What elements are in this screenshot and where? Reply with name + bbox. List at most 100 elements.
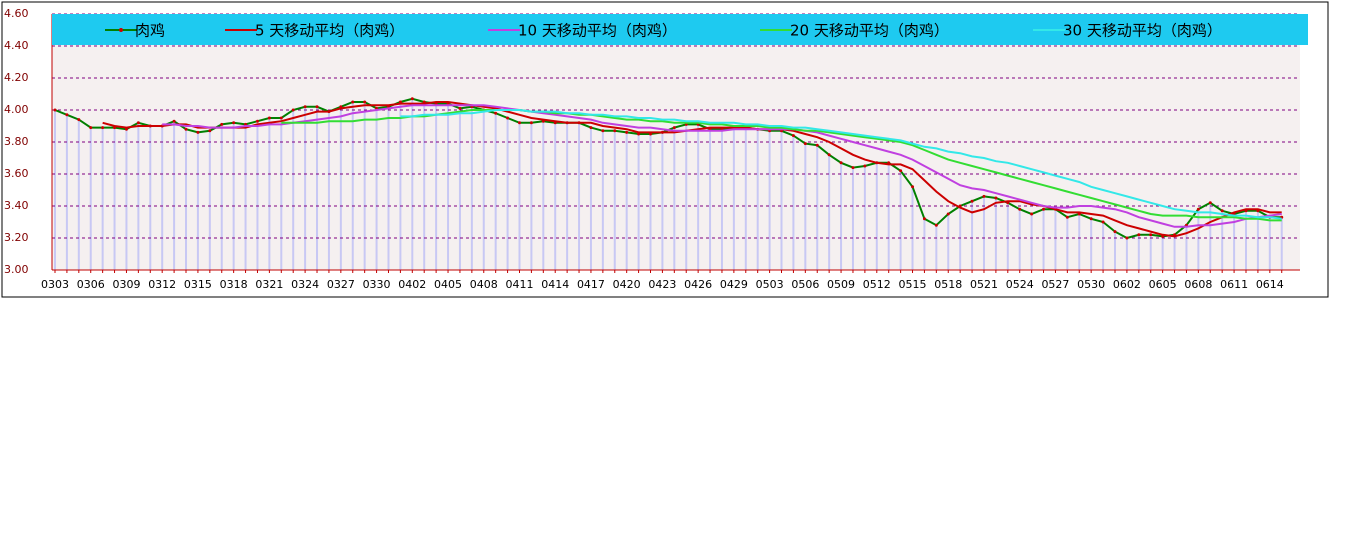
drop-bar (1125, 238, 1128, 270)
point-marker (946, 212, 950, 216)
point-marker (589, 126, 593, 130)
x-tick-label: 0530 (1077, 278, 1105, 291)
y-tick-label: 3.60 (4, 167, 29, 180)
point-marker (1089, 217, 1093, 221)
drop-bar (506, 118, 509, 270)
point-marker (827, 153, 831, 157)
drop-bar (971, 201, 974, 270)
drop-bar (1268, 217, 1271, 270)
drop-bar (578, 122, 581, 270)
drop-bar (851, 167, 854, 270)
point-marker (863, 164, 867, 168)
point-marker (291, 108, 295, 112)
point-marker (899, 169, 903, 173)
point-marker (172, 119, 176, 123)
drop-bar (220, 124, 223, 271)
point-marker (815, 143, 819, 147)
x-tick-label: 0414 (541, 278, 569, 291)
legend-bar (52, 14, 1308, 45)
drop-bar (1078, 214, 1081, 270)
drop-bar (268, 118, 271, 270)
x-tick-label: 0303 (41, 278, 69, 291)
y-tick-label: 4.40 (4, 39, 29, 52)
drop-bar (339, 106, 342, 270)
drop-bar (89, 127, 92, 270)
drop-bar (113, 127, 116, 270)
point-marker (77, 118, 81, 122)
point-marker (101, 126, 105, 130)
drop-bar (1185, 225, 1188, 270)
x-tick-label: 0509 (827, 278, 855, 291)
drop-bar (530, 122, 533, 270)
x-tick-label: 0324 (291, 278, 319, 291)
point-marker (458, 106, 462, 110)
drop-bar (637, 134, 640, 270)
point-marker (351, 100, 355, 104)
drop-bar (542, 121, 545, 270)
drop-bar (780, 130, 783, 270)
drop-bar (804, 143, 807, 270)
x-tick-label: 0611 (1220, 278, 1248, 291)
drop-bar (697, 124, 700, 271)
x-tick-label: 0429 (720, 278, 748, 291)
drop-bar (625, 132, 628, 270)
drop-bar (1161, 236, 1164, 270)
x-tick-label: 0306 (77, 278, 105, 291)
point-marker (196, 130, 200, 134)
x-tick-label: 0402 (398, 278, 426, 291)
point-marker (494, 111, 498, 115)
point-marker (934, 223, 938, 227)
point-marker (1018, 207, 1022, 211)
x-tick-label: 0318 (220, 278, 248, 291)
point-marker (529, 121, 533, 125)
point-marker (911, 185, 915, 189)
drop-bar (137, 122, 140, 270)
drop-bar (875, 162, 878, 270)
drop-bar (1102, 222, 1105, 270)
drop-bar (685, 124, 688, 271)
point-marker (267, 116, 271, 120)
drop-bar (304, 106, 307, 270)
drop-bar (840, 162, 843, 270)
legend-marker (119, 28, 123, 32)
x-tick-label: 0330 (363, 278, 391, 291)
drop-bar (994, 198, 997, 270)
x-tick-label: 0512 (863, 278, 891, 291)
x-tick-label: 0423 (648, 278, 676, 291)
drop-bar (982, 196, 985, 270)
point-marker (232, 121, 236, 125)
point-marker (839, 161, 843, 165)
point-marker (601, 129, 605, 133)
point-marker (994, 196, 998, 200)
drop-bar (423, 102, 426, 270)
drop-bar (1042, 209, 1045, 270)
legend-label: 30 天移动平均（肉鸡） (1063, 22, 1222, 40)
drop-bar (494, 113, 497, 270)
x-tick-label: 0327 (327, 278, 355, 291)
drop-bar (1280, 217, 1283, 270)
drop-bar (316, 106, 319, 270)
y-tick-label: 3.40 (4, 199, 29, 212)
drop-bar (947, 214, 950, 270)
drop-bar (54, 110, 56, 270)
drop-bar (887, 162, 890, 270)
point-marker (1030, 212, 1034, 216)
drop-bar (185, 129, 188, 270)
point-marker (1137, 233, 1141, 237)
x-tick-label: 0506 (791, 278, 819, 291)
point-marker (803, 142, 807, 146)
drop-bar (1018, 209, 1021, 270)
drop-bar (161, 126, 164, 270)
drop-bar (65, 114, 68, 270)
point-marker (1101, 220, 1105, 224)
x-tick-label: 0321 (255, 278, 283, 291)
drop-bar (613, 130, 616, 270)
x-tick-label: 0408 (470, 278, 498, 291)
point-marker (220, 122, 224, 126)
x-tick-label: 0518 (934, 278, 962, 291)
legend-label: 10 天移动平均（肉鸡） (518, 22, 677, 40)
point-marker (506, 116, 510, 120)
drop-bar (1173, 234, 1176, 270)
drop-bar (244, 124, 247, 271)
point-marker (255, 119, 259, 123)
